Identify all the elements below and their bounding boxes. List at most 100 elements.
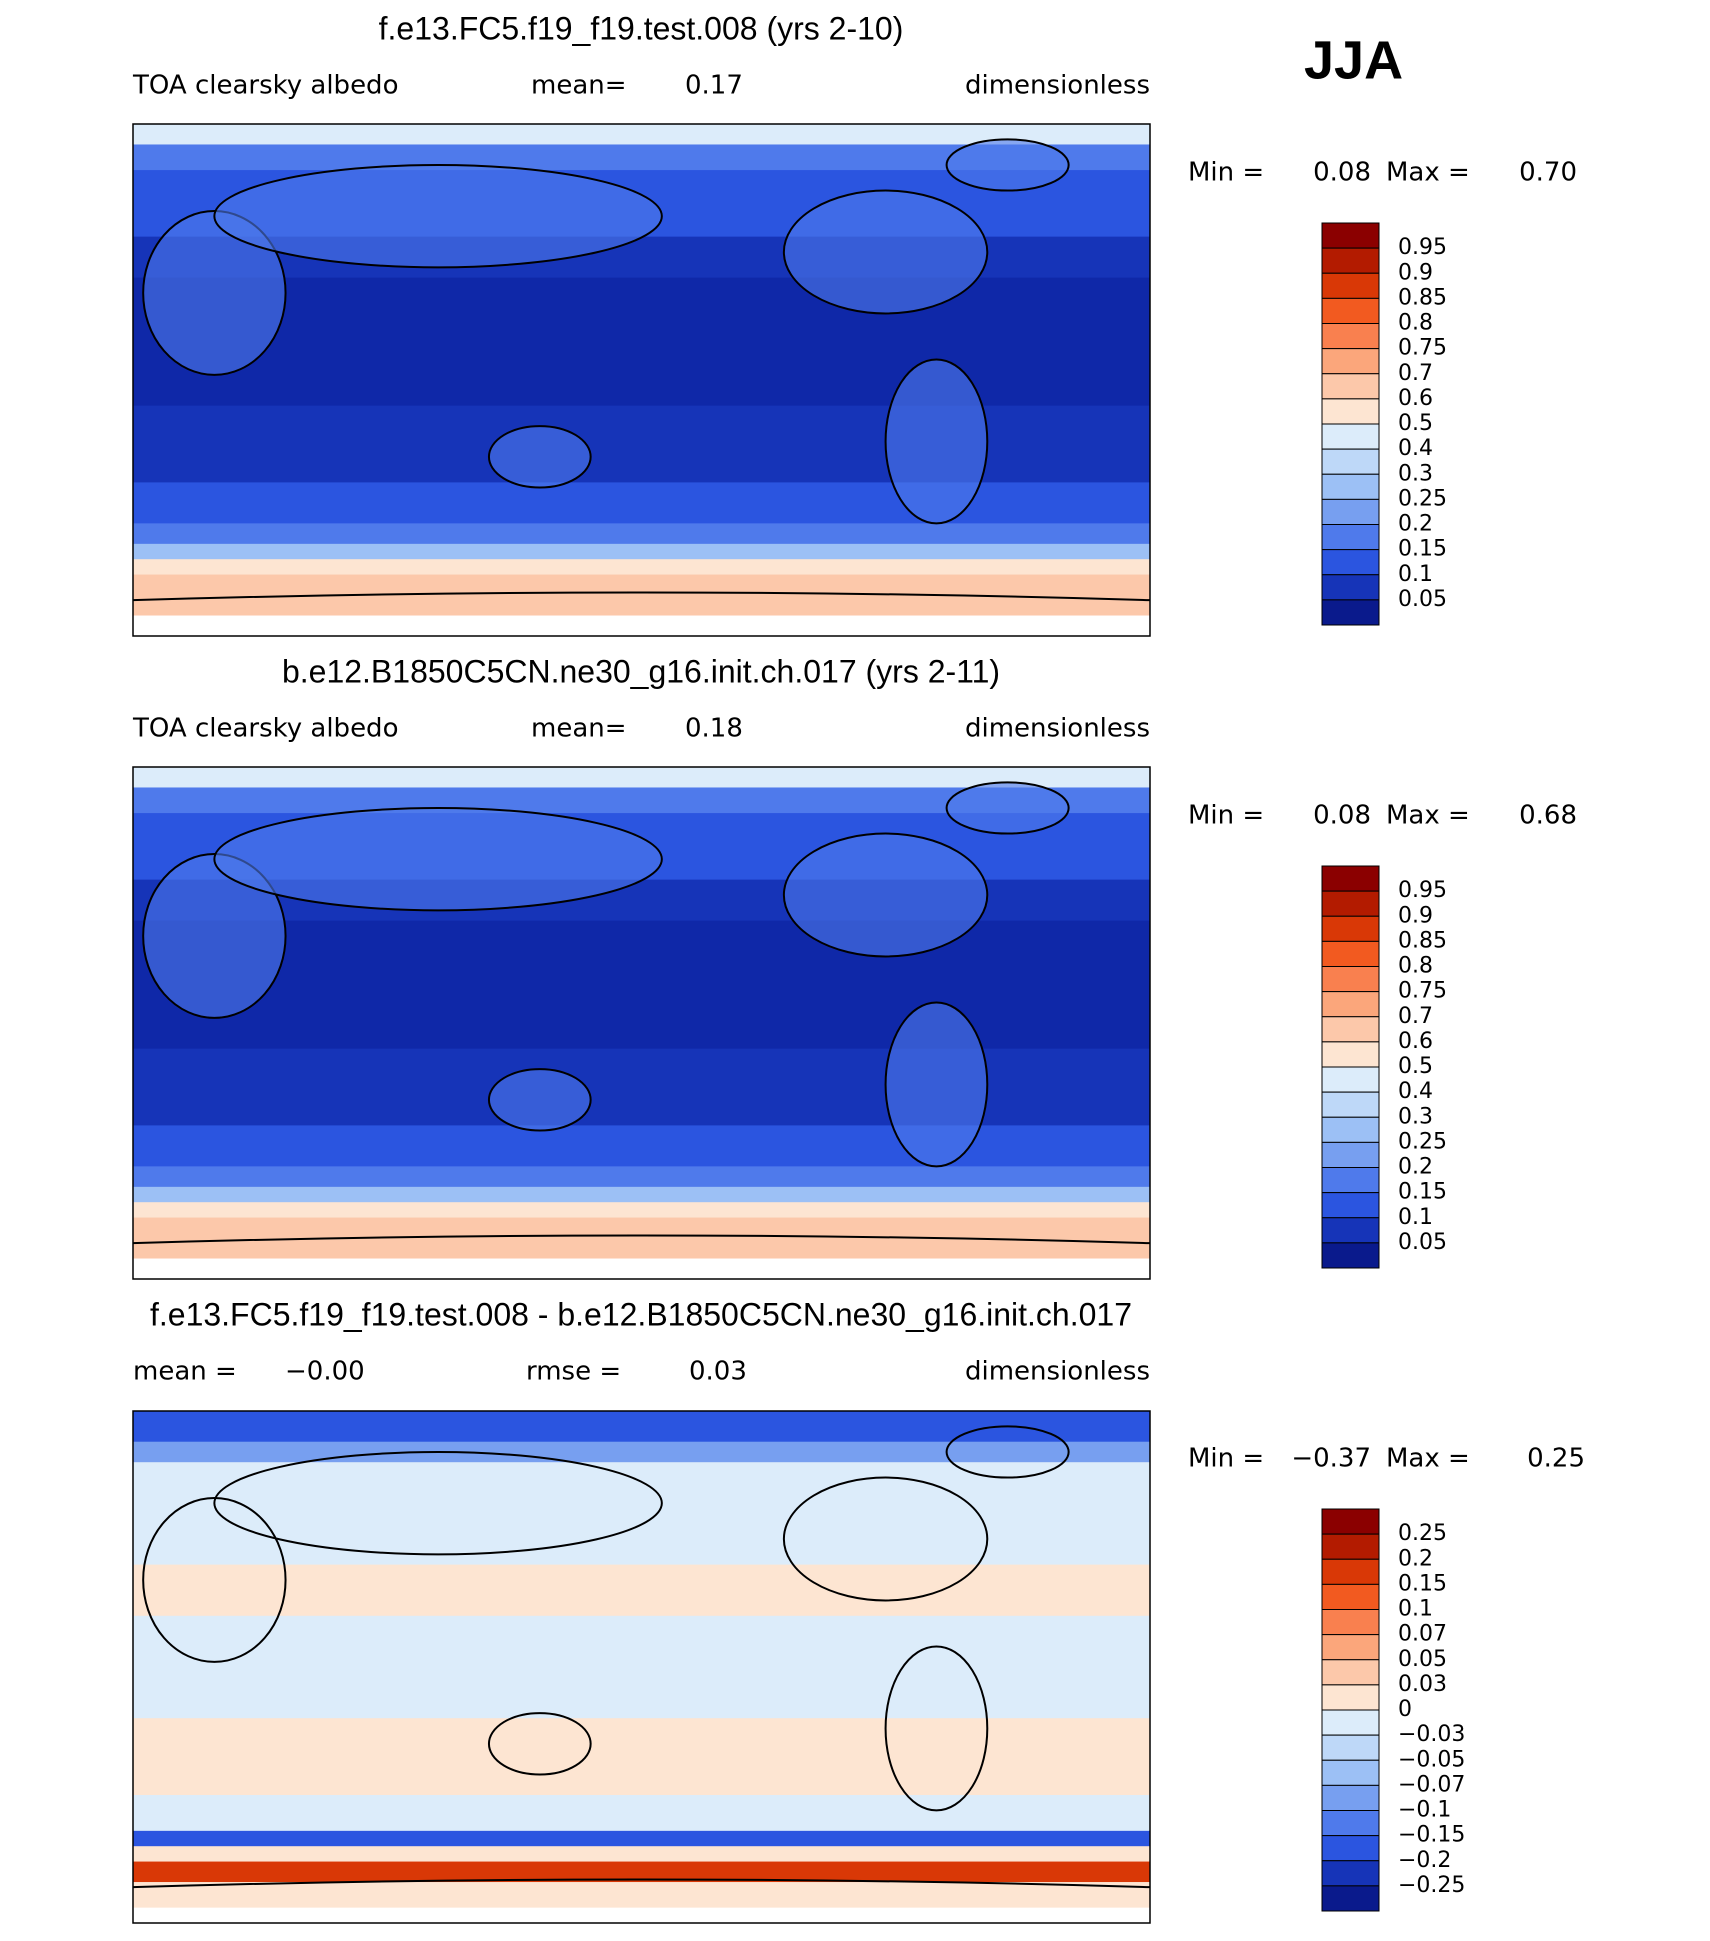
colorbar-box xyxy=(1321,1860,1380,1887)
land xyxy=(487,425,592,489)
colorbar-box xyxy=(1321,1041,1380,1068)
land xyxy=(945,1425,1070,1479)
field-band xyxy=(133,523,1150,545)
colorbar-box xyxy=(1321,323,1380,350)
colorbar-label: 0.3 xyxy=(1398,1104,1433,1129)
colorbar-label: 0.05 xyxy=(1398,587,1447,612)
colorbar-label: −0.03 xyxy=(1398,1722,1465,1747)
panel-title: b.e12.B1850C5CN.ne30_g16.init.ch.017 (yr… xyxy=(282,653,1000,689)
colorbar-label: 0.8 xyxy=(1398,954,1433,979)
field-band xyxy=(133,1846,1150,1863)
max-value: 0.68 xyxy=(1519,801,1577,831)
max-value: 0.25 xyxy=(1527,1444,1585,1474)
map xyxy=(132,123,1151,637)
max-label: Max = xyxy=(1386,1444,1470,1474)
max-value: 0.70 xyxy=(1519,158,1577,188)
map xyxy=(132,1410,1151,1924)
colorbar-box xyxy=(1321,423,1380,450)
stat-value: 0.03 xyxy=(689,1357,747,1387)
colorbar-label: 0.85 xyxy=(1398,928,1447,953)
left-label: TOA clearsky albedo xyxy=(132,714,398,744)
colorbar-box xyxy=(1321,473,1380,500)
colorbar-label: 0.1 xyxy=(1398,1597,1433,1622)
land xyxy=(884,358,989,525)
colorbar-box xyxy=(1321,1709,1380,1736)
field-band xyxy=(133,405,1150,483)
colorbar-box xyxy=(1321,991,1380,1018)
field-band xyxy=(133,615,1150,637)
colorbar-label: −0.2 xyxy=(1398,1848,1451,1873)
colorbar-box xyxy=(1321,1167,1380,1194)
field-band xyxy=(133,1258,1150,1280)
field-band xyxy=(133,767,1150,788)
colorbar-box xyxy=(1321,1217,1380,1244)
colorbar-label: 0.9 xyxy=(1398,260,1433,285)
colorbar-label: 0.15 xyxy=(1398,1180,1447,1205)
field-band xyxy=(133,543,1150,560)
field-band xyxy=(133,1615,1150,1719)
colorbar-box xyxy=(1321,865,1380,892)
min-label: Min = xyxy=(1188,801,1264,831)
land xyxy=(213,806,663,912)
colorbar-label: 0.95 xyxy=(1398,235,1447,260)
field-band xyxy=(133,1048,1150,1126)
colorbar-label: 0.75 xyxy=(1398,336,1447,361)
colorbar-box xyxy=(1321,1141,1380,1168)
colorbar-label: 0.6 xyxy=(1398,386,1433,411)
max-label: Max = xyxy=(1386,801,1470,831)
colorbar-label: 0.9 xyxy=(1398,903,1433,928)
field-band xyxy=(133,124,1150,145)
min-label: Min = xyxy=(1188,158,1264,188)
colorbar-box xyxy=(1321,398,1380,425)
left-label: mean = xyxy=(133,1357,237,1387)
field-band xyxy=(133,1564,1150,1617)
colorbar-box xyxy=(1321,1091,1380,1118)
colorbar-label: 0.25 xyxy=(1398,486,1447,511)
colorbar-box xyxy=(1321,1784,1380,1811)
colorbar-box xyxy=(1321,498,1380,525)
panel-title: f.e13.FC5.f19_f19.test.008 - b.e12.B1850… xyxy=(150,1296,1132,1332)
colorbar-box xyxy=(1321,1583,1380,1610)
colorbar-box xyxy=(1321,1810,1380,1837)
colorbar-label: 0.2 xyxy=(1398,512,1433,537)
colorbar-label: 0.4 xyxy=(1398,436,1433,461)
min-value: −0.37 xyxy=(1291,1444,1371,1474)
land xyxy=(945,138,1070,192)
antarctica xyxy=(132,1234,1151,1245)
colorbar-label: 0.05 xyxy=(1398,1647,1447,1672)
land xyxy=(884,1001,989,1168)
colorbar-box xyxy=(1321,966,1380,993)
colorbar-box xyxy=(1321,1634,1380,1661)
colorbar-box xyxy=(1321,1016,1380,1043)
colorbar-label: 0.03 xyxy=(1398,1672,1447,1697)
colorbar-box xyxy=(1321,1684,1380,1711)
field-band xyxy=(133,1166,1150,1188)
min-value: 0.08 xyxy=(1313,801,1371,831)
colorbar-label: 0.2 xyxy=(1398,1155,1433,1180)
colorbar-box xyxy=(1321,1533,1380,1560)
left-value: −0.00 xyxy=(285,1357,365,1387)
land xyxy=(884,1645,989,1812)
colorbar-label: 0 xyxy=(1398,1697,1412,1722)
colorbar-label: 0.95 xyxy=(1398,878,1447,903)
colorbar-label: 0.7 xyxy=(1398,1004,1433,1029)
colorbar-box xyxy=(1321,1558,1380,1585)
map xyxy=(132,766,1151,1280)
map-frame xyxy=(132,123,1151,637)
season-label: JJA xyxy=(1304,30,1403,90)
colorbar-label: 0.4 xyxy=(1398,1079,1433,1104)
land xyxy=(213,163,663,269)
colorbar-box xyxy=(1321,1609,1380,1636)
colorbar-box xyxy=(1321,890,1380,917)
colorbar-label: 0.1 xyxy=(1398,1205,1433,1230)
colorbar-box xyxy=(1321,1116,1380,1143)
stat-label: rmse = xyxy=(526,1357,621,1387)
colorbar-box xyxy=(1321,1192,1380,1219)
colorbar-box xyxy=(1321,247,1380,274)
map-frame xyxy=(132,766,1151,1280)
colorbar-box xyxy=(1321,1759,1380,1786)
colorbar-box xyxy=(1321,448,1380,475)
land xyxy=(945,781,1070,835)
colorbar-label: 0.3 xyxy=(1398,461,1433,486)
